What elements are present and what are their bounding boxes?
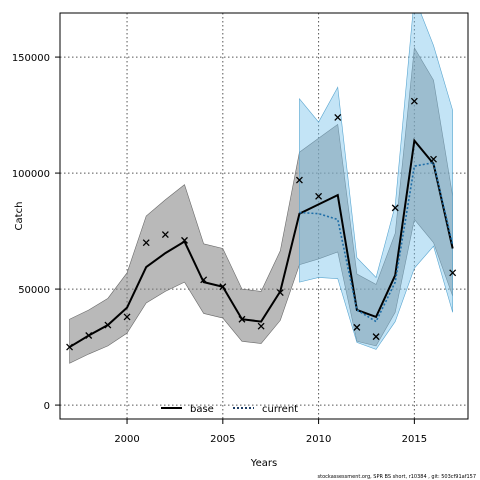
y-tick-label: 150000 <box>12 53 50 64</box>
line-base <box>69 138 454 348</box>
x-tick-label: 2015 <box>402 434 427 445</box>
observed-point <box>181 236 188 244</box>
observed-point <box>295 176 303 184</box>
observed-point <box>430 155 437 163</box>
observed-point <box>391 204 399 212</box>
x-tick-label: 2005 <box>210 434 235 445</box>
x-tick-label: 2010 <box>306 434 331 445</box>
footer-note: stockassessment.org, SPR BS short, r1038… <box>318 474 476 480</box>
observed-point <box>85 332 93 339</box>
legend-base-label: base <box>190 404 214 415</box>
observed-point <box>372 333 380 341</box>
observed-point <box>276 289 284 297</box>
plot-frame <box>59 12 469 420</box>
y-tick-label: 50000 <box>18 285 50 296</box>
axis-ticks: 2000 2005 2010 2015 0 50000 100000 150000 <box>12 53 427 445</box>
observed-point <box>142 239 150 247</box>
observed-point <box>161 231 169 239</box>
observed-point <box>334 113 342 121</box>
band-current <box>299 13 453 350</box>
line-current <box>299 161 454 323</box>
observed-point <box>200 276 208 284</box>
observed-point <box>315 192 323 200</box>
observed-point <box>66 343 74 351</box>
legend-current-label: current <box>262 404 298 415</box>
y-tick-label: 100000 <box>12 169 50 180</box>
legend: base current <box>161 404 298 415</box>
confidence-bands <box>69 13 453 364</box>
y-tick-label: 0 <box>44 401 50 412</box>
observed-point <box>238 315 246 323</box>
x-axis-title: Years <box>250 458 277 469</box>
observed-point <box>123 313 131 321</box>
series-lines <box>69 138 454 348</box>
observed-point <box>257 322 265 330</box>
observed-point <box>449 269 457 277</box>
observed-point <box>353 323 361 331</box>
x-tick-label: 2000 <box>114 434 139 445</box>
observed-points <box>66 97 457 351</box>
y-axis-title: Catch <box>14 202 25 231</box>
observed-point <box>104 321 112 329</box>
observed-point <box>219 283 227 291</box>
observed-point <box>410 97 418 105</box>
